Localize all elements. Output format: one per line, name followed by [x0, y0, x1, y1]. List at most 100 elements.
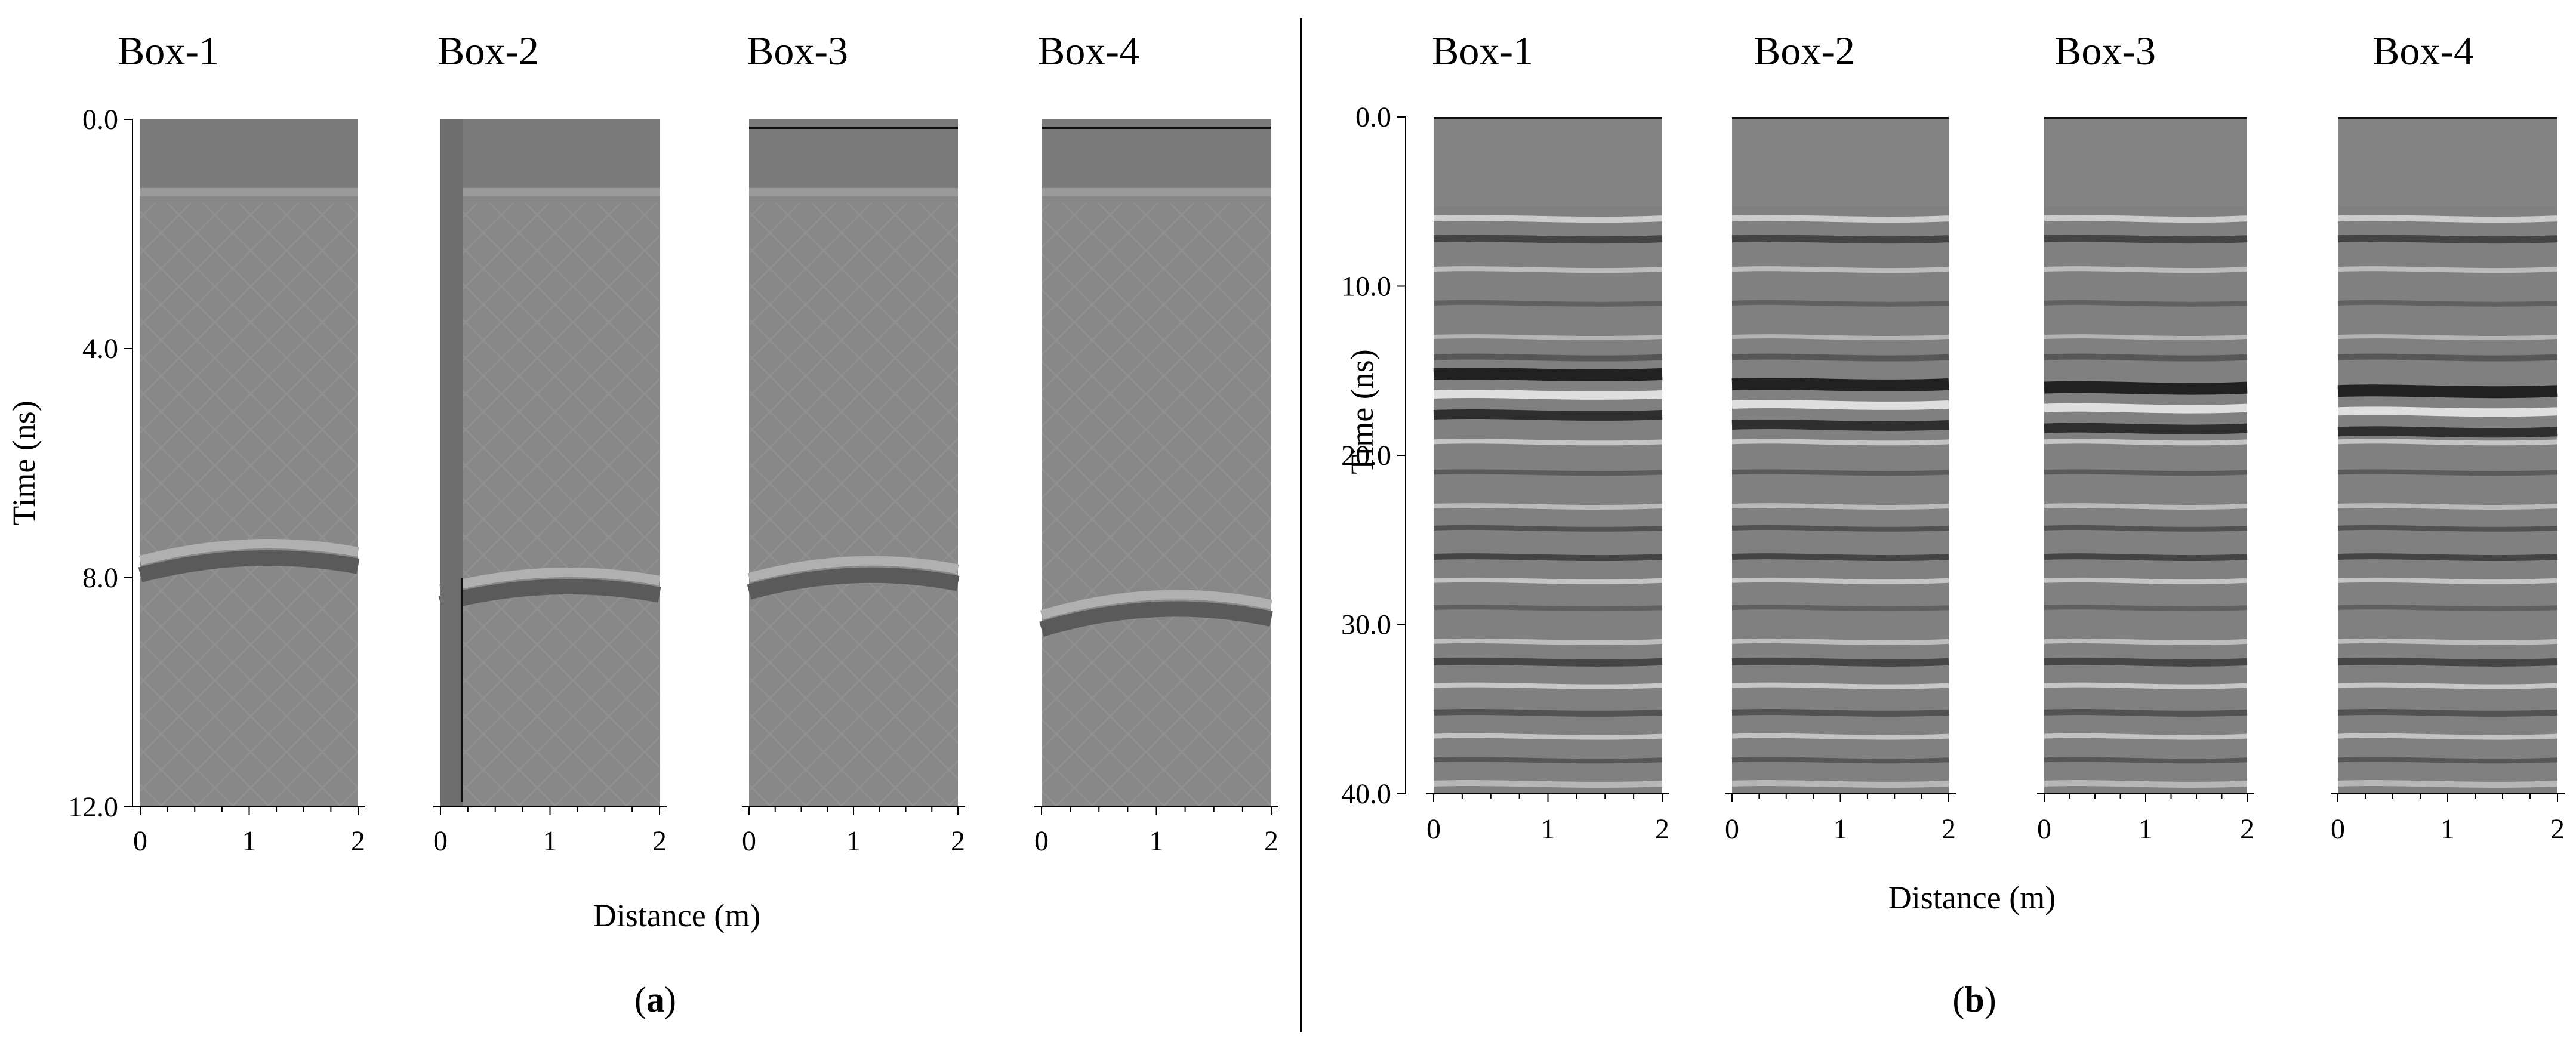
reflection-band — [2044, 757, 2248, 764]
texture — [1042, 203, 1271, 807]
reflection-band — [2044, 215, 2248, 223]
reflection-band — [1731, 708, 1949, 717]
reflection-band — [1731, 682, 1949, 689]
reflection-band — [2044, 605, 2248, 612]
airwave-band — [440, 119, 660, 188]
airwave-edge — [749, 188, 958, 196]
reflection-band — [2044, 381, 2248, 395]
reflector-light — [747, 556, 959, 582]
reflection-band — [1731, 420, 1949, 431]
reflection-band — [2044, 235, 2248, 244]
reflection-band — [2044, 780, 2248, 788]
x-tick-label: 1 — [1834, 813, 1848, 845]
edge-artifact — [440, 119, 463, 807]
reflection-band — [2337, 384, 2558, 399]
reflector-light — [1040, 590, 1272, 620]
x-tick-label: 0 — [742, 825, 756, 857]
reflection-band — [1433, 682, 1663, 689]
y-tick-label: 40.0 — [1341, 778, 1391, 810]
reflection-band — [2337, 757, 2558, 764]
reflection-band — [2044, 525, 2248, 532]
radargram-4 — [2337, 117, 2558, 794]
reflection-band — [2337, 708, 2558, 717]
reflection-band — [2044, 503, 2248, 510]
reflection-band — [1731, 377, 1949, 391]
radargram-1 — [138, 119, 360, 807]
reflection-band — [1433, 708, 1663, 717]
x-tick-label: 0 — [1034, 825, 1049, 857]
y-tick-label: 10.0 — [1341, 271, 1391, 303]
airwave-band — [749, 119, 958, 188]
box-title: Box-2 — [437, 28, 539, 73]
reflection-band — [2044, 423, 2248, 434]
box-title: Box-4 — [2372, 28, 2474, 73]
x-tick-label: 2 — [1655, 813, 1669, 845]
x-axis-label: Distance (m) — [1888, 880, 2056, 915]
y-tick-label: 20.0 — [1341, 440, 1391, 471]
airwave-edge — [440, 188, 660, 196]
reflection-band — [2044, 708, 2248, 717]
y-axis-label: Time (ns) — [6, 400, 42, 526]
airwave-band — [140, 119, 358, 188]
reflection-band — [1433, 235, 1663, 244]
box-title: Box-4 — [1038, 28, 1139, 73]
reflection-band — [1731, 525, 1949, 532]
reflection-band — [1433, 553, 1663, 562]
y-tick-label: 30.0 — [1341, 609, 1391, 641]
reflection-band — [2044, 638, 2248, 645]
reflection-band — [2044, 353, 2248, 362]
reflection-band — [1731, 334, 1949, 341]
x-tick-label: 0 — [133, 825, 147, 857]
reflection-band — [1433, 367, 1663, 381]
reflection-band — [2337, 235, 2558, 244]
x-tick-label: 1 — [543, 825, 557, 857]
reflection-band — [1731, 235, 1949, 244]
airwave-band — [2044, 117, 2247, 206]
airwave-edge — [140, 188, 358, 196]
reflection-band — [1731, 638, 1949, 645]
reflection-band — [1433, 525, 1663, 532]
reflector-light — [439, 567, 661, 594]
reflection-band — [2337, 605, 2558, 612]
x-tick-label: 2 — [951, 825, 965, 857]
reflection-band — [1731, 399, 1949, 410]
y-tick-label: 8.0 — [82, 562, 118, 594]
radargram-1 — [1433, 117, 1663, 794]
reflection-band — [1433, 757, 1663, 764]
reflection-band — [2044, 657, 2248, 667]
radargram-4 — [1039, 119, 1273, 807]
radargram-background — [1434, 117, 1662, 794]
reflection-band — [2044, 733, 2248, 740]
y-tick-label: 12.0 — [68, 791, 118, 823]
x-tick-label: 0 — [2037, 813, 2051, 845]
reflector-light — [138, 538, 359, 565]
x-tick-label: 2 — [1942, 813, 1956, 845]
reflection-band — [1433, 353, 1663, 362]
reflection-band — [1433, 780, 1663, 788]
reflection-band — [1731, 503, 1949, 510]
box-title: Box-1 — [118, 28, 219, 73]
y-tick-label: 4.0 — [82, 333, 118, 365]
reflection-band — [1731, 657, 1949, 667]
reflection-band — [2337, 553, 2558, 562]
box-title: Box-2 — [1754, 28, 1855, 73]
reflection-band — [2044, 553, 2248, 562]
reflection-band — [2337, 638, 2558, 645]
reflection-band — [1433, 409, 1663, 421]
y-tick-label: 0.0 — [82, 104, 118, 135]
reflector-dark — [1039, 601, 1273, 637]
texture — [749, 203, 958, 807]
reflection-band — [1433, 638, 1663, 645]
reflection-band — [2337, 334, 2558, 341]
reflection-band — [2337, 439, 2558, 446]
airwave-edge — [1042, 188, 1271, 196]
reflection-band — [2044, 334, 2248, 341]
x-tick-label: 1 — [2139, 813, 2153, 845]
x-tick-label: 1 — [242, 825, 257, 857]
reflection-band — [1731, 577, 1949, 584]
reflection-band — [1433, 334, 1663, 341]
x-tick-label: 1 — [1541, 813, 1555, 845]
x-tick-label: 2 — [1264, 825, 1278, 857]
reflection-band — [2337, 525, 2558, 532]
reflection-band — [2337, 577, 2558, 584]
